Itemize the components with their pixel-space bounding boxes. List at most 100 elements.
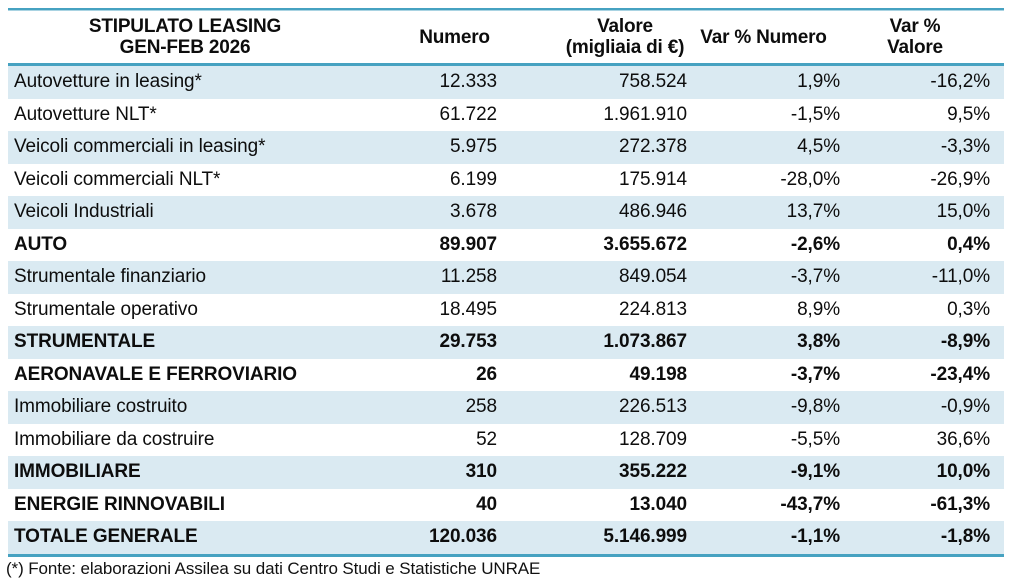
row-label: Strumentale operativo: [14, 298, 198, 320]
var-numero-cell: 1,9%: [797, 71, 840, 93]
row-label: Veicoli commerciali in leasing*: [14, 136, 266, 158]
row-label: Veicoli Industriali: [14, 201, 154, 223]
var-valore-cell: -23,4%: [930, 363, 990, 385]
source-footnote: (*) Fonte: elaborazioni Assilea su dati …: [6, 559, 541, 578]
table-row-strumentale-operativo: Strumentale operativo 18.495 224.813 8,9…: [8, 294, 1004, 327]
row-label: TOTALE GENERALE: [14, 526, 198, 548]
row-label: AERONAVALE E FERROVIARIO: [14, 363, 297, 385]
table-row-strumentale-total: STRUMENTALE 29.753 1.073.867 3,8% -8,9%: [8, 326, 1004, 359]
numero-cell: 11.258: [440, 266, 497, 288]
var-valore-cell: -0,9%: [940, 396, 990, 418]
column-header-numero: Numero: [419, 26, 490, 48]
header-bottom-border: [8, 63, 1004, 66]
numero-cell: 18.495: [439, 298, 497, 320]
numero-cell: 5.975: [449, 136, 497, 158]
table-row-strumentale-finanziario: Strumentale finanziario 11.258 849.054 -…: [8, 261, 1004, 294]
numero-cell: 52: [476, 428, 497, 450]
row-label: ENERGIE RINNOVABILI: [14, 493, 225, 515]
valore-cell: 849.054: [619, 266, 687, 288]
var-numero-cell: 4,5%: [797, 136, 840, 158]
table-row-immobiliare-total: IMMOBILIARE 310 355.222 -9,1% 10,0%: [8, 456, 1004, 489]
var-valore-cell: 0,3%: [947, 298, 990, 320]
numero-cell: 258: [465, 396, 498, 418]
var-numero-cell: 3,8%: [797, 331, 840, 353]
numero-cell: 89.907: [439, 233, 497, 255]
row-label: Veicoli commerciali NLT*: [14, 168, 221, 190]
table-header-row: STIPULATO LEASING GEN-FEB 2026 Numero Va…: [8, 11, 1004, 63]
var-valore-cell: 0,4%: [947, 233, 990, 255]
var-valore-cell: -16,2%: [930, 71, 990, 93]
var-numero-cell: -3,7%: [790, 266, 840, 288]
valore-cell: 486.946: [619, 201, 687, 223]
valore-cell: 1.961.910: [603, 103, 687, 125]
var-valore-cell: -61,3%: [930, 493, 990, 515]
column-header-valore-line2: (migliaia di €): [565, 37, 685, 58]
var-valore-cell: -11,0%: [931, 266, 990, 288]
var-numero-cell: -5,5%: [790, 428, 840, 450]
valore-cell: 3.655.672: [603, 233, 687, 255]
valore-cell: 175.914: [619, 168, 687, 190]
valore-cell: 128.709: [619, 428, 687, 450]
row-label: Autovetture in leasing*: [14, 71, 202, 93]
numero-cell: 40: [476, 493, 497, 515]
valore-cell: 224.813: [619, 298, 687, 320]
table-row-aeronavale-ferroviario: AERONAVALE E FERROVIARIO 26 49.198 -3,7%…: [8, 359, 1004, 392]
table-row-autovetture-nlt: Autovetture NLT* 61.722 1.961.910 -1,5% …: [8, 99, 1004, 132]
table-row-veicoli-industriali: Veicoli Industriali 3.678 486.946 13,7% …: [8, 196, 1004, 229]
column-header-valore: Valore (migliaia di €): [497, 16, 687, 58]
column-header-var-valore: Var % Valore: [840, 16, 1004, 58]
var-numero-cell: 13,7%: [786, 201, 840, 223]
var-valore-cell: -8,9%: [940, 331, 990, 353]
var-valore-cell: 10,0%: [936, 461, 990, 483]
table-row-veicoli-commerciali-leasing: Veicoli commerciali in leasing* 5.975 27…: [8, 131, 1004, 164]
table-row-totale-generale: TOTALE GENERALE 120.036 5.146.999 -1,1% …: [8, 521, 1004, 554]
numero-cell: 26: [476, 363, 497, 385]
table-row-energie-rinnovabili: ENERGIE RINNOVABILI 40 13.040 -43,7% -61…: [8, 489, 1004, 522]
var-numero-cell: -9,1%: [790, 461, 840, 483]
var-numero-cell: 8,9%: [797, 298, 840, 320]
var-valore-cell: -1,8%: [940, 526, 990, 548]
var-numero-cell: -1,5%: [790, 103, 840, 125]
var-numero-cell: -1,1%: [790, 526, 840, 548]
column-header-var-numero: Var % Numero: [700, 26, 827, 48]
var-valore-cell: 9,5%: [947, 103, 990, 125]
numero-cell: 3.678: [449, 201, 497, 223]
column-header-var-valore-line1: Var %: [889, 16, 941, 37]
numero-cell: 61.722: [439, 103, 497, 125]
numero-cell: 29.753: [439, 331, 497, 353]
var-numero-cell: -9,8%: [790, 396, 840, 418]
valore-cell: 1.073.867: [603, 331, 687, 353]
table-top-border: [8, 8, 1004, 11]
var-numero-cell: -43,7%: [780, 493, 840, 515]
column-header-valore-line1: Valore: [597, 16, 653, 37]
var-numero-cell: -2,6%: [790, 233, 840, 255]
numero-cell: 12.333: [439, 71, 497, 93]
stipulato-leasing-table: STIPULATO LEASING GEN-FEB 2026 Numero Va…: [8, 8, 1004, 557]
row-label: Immobiliare costruito: [14, 396, 188, 418]
var-numero-cell: -3,7%: [790, 363, 840, 385]
row-label: Autovetture NLT*: [14, 103, 157, 125]
var-valore-cell: 15,0%: [936, 201, 990, 223]
table-row-auto-total: AUTO 89.907 3.655.672 -2,6% 0,4%: [8, 229, 1004, 262]
valore-cell: 272.378: [619, 136, 687, 158]
var-valore-cell: -26,9%: [930, 168, 990, 190]
table-row-autovetture-in-leasing: Autovetture in leasing* 12.333 758.524 1…: [8, 66, 1004, 99]
table-row-immobiliare-costruito: Immobiliare costruito 258 226.513 -9,8% …: [8, 391, 1004, 424]
row-label: STRUMENTALE: [14, 331, 156, 353]
table-body: Autovetture in leasing* 12.333 758.524 1…: [8, 66, 1004, 554]
table-title-line2: GEN-FEB 2026: [119, 37, 251, 58]
valore-cell: 13.040: [629, 493, 687, 515]
valore-cell: 5.146.999: [603, 526, 687, 548]
row-label: AUTO: [14, 233, 68, 255]
table-title: STIPULATO LEASING GEN-FEB 2026: [8, 16, 360, 58]
numero-cell: 310: [465, 461, 498, 483]
valore-cell: 226.513: [619, 396, 687, 418]
row-label: Strumentale finanziario: [14, 266, 207, 288]
var-valore-cell: 36,6%: [936, 428, 990, 450]
table-bottom-border: [8, 553, 1004, 557]
table-row-immobiliare-da-costruire: Immobiliare da costruire 52 128.709 -5,5…: [8, 424, 1004, 457]
valore-cell: 758.524: [619, 71, 687, 93]
column-header-var-valore-line2: Valore: [887, 37, 943, 58]
valore-cell: 49.198: [629, 363, 687, 385]
